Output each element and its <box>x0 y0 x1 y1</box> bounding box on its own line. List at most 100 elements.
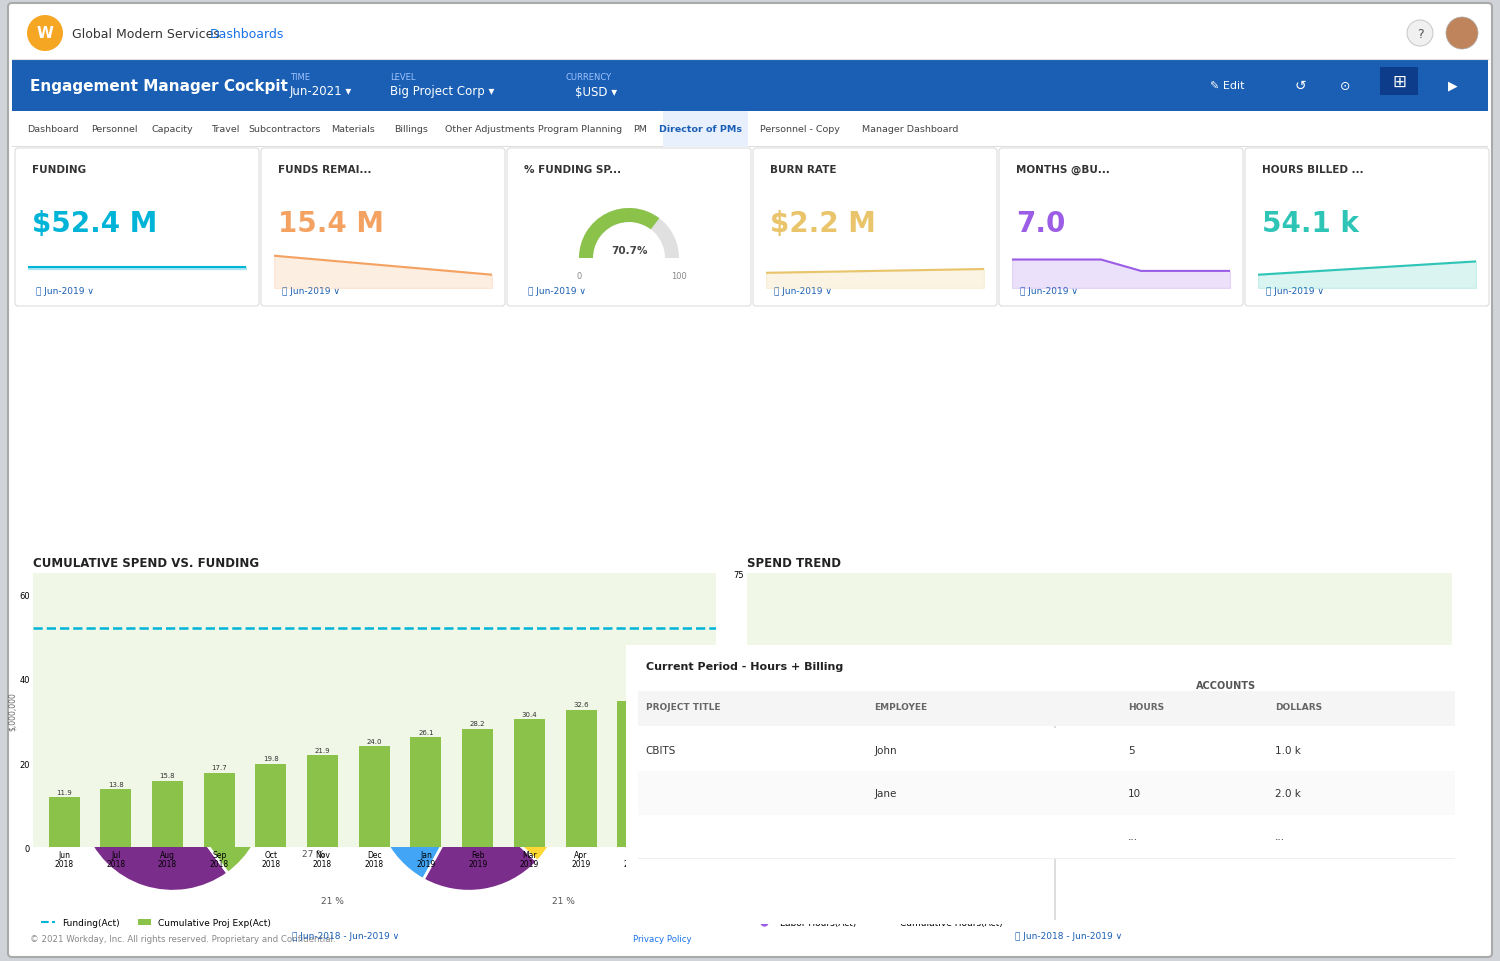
Text: 3 %: 3 % <box>246 707 264 717</box>
Bar <box>638 728 1455 772</box>
Text: ✎ Edit: ✎ Edit <box>1210 81 1245 91</box>
Text: Other Adjustments: Other Adjustments <box>446 125 536 135</box>
Text: ?: ? <box>1416 28 1424 40</box>
Text: 3.1: 3.1 <box>878 827 888 833</box>
Text: 21 %: 21 % <box>552 896 574 905</box>
Text: 2.0 k: 2.0 k <box>1275 788 1300 799</box>
Text: 3 %: 3 % <box>566 707 584 717</box>
Wedge shape <box>423 829 537 891</box>
Bar <box>152 781 183 848</box>
Text: PM: PM <box>633 125 646 135</box>
Text: 15.4 M: 15.4 M <box>278 209 384 237</box>
Text: ACCOUNTS: ACCOUNTS <box>1196 680 1256 691</box>
Text: CURRENCY: CURRENCY <box>566 73 610 83</box>
Text: HOURS: HOURS <box>1128 702 1164 711</box>
Text: Labor Hours by Employee: Labor Hours by Employee <box>340 662 490 673</box>
Bar <box>669 692 700 848</box>
Text: 37.0: 37.0 <box>676 683 693 689</box>
Text: ⊞: ⊞ <box>1392 73 1406 91</box>
Text: 2.9: 2.9 <box>1365 828 1376 834</box>
Y-axis label: $,000,000: $,000,000 <box>8 691 16 730</box>
Bar <box>12 111 1488 148</box>
Text: 19.8: 19.8 <box>262 755 279 762</box>
Text: 32.6: 32.6 <box>573 702 590 707</box>
Text: ⊙: ⊙ <box>1340 80 1350 92</box>
Text: ...: ... <box>1128 831 1138 841</box>
Text: 21 %: 21 % <box>310 691 334 701</box>
Bar <box>100 789 130 848</box>
Text: 3.1: 3.1 <box>932 827 942 833</box>
Text: 28.2: 28.2 <box>470 720 486 727</box>
Text: Privacy Policy: Privacy Policy <box>633 934 692 944</box>
Text: 26.1: 26.1 <box>419 729 434 735</box>
Text: © 2021 Workday, Inc. All rights reserved. Proprietary and Confidential.: © 2021 Workday, Inc. All rights reserved… <box>30 934 334 944</box>
Text: Billings: Billings <box>394 125 427 135</box>
Text: 📌 Jun-2019 ∨: 📌 Jun-2019 ∨ <box>1020 287 1078 296</box>
Bar <box>12 8 1488 60</box>
Text: 17.7: 17.7 <box>211 765 226 771</box>
Text: Materials: Materials <box>330 125 375 135</box>
Bar <box>12 147 1488 148</box>
Circle shape <box>1446 18 1478 50</box>
Text: 100: 100 <box>670 272 687 281</box>
Text: 6 %: 6 % <box>606 801 624 811</box>
Text: FUNDS REMAI...: FUNDS REMAI... <box>278 165 372 175</box>
Text: Director of PMs: Director of PMs <box>658 125 742 135</box>
Text: W: W <box>36 27 54 41</box>
Text: Personnel - Copy: Personnel - Copy <box>760 125 840 135</box>
Bar <box>1380 68 1417 96</box>
Legend: Labor Hours(Act), Cumulative Hours(Act): Labor Hours(Act), Cumulative Hours(Act) <box>752 915 1006 931</box>
Wedge shape <box>503 779 562 862</box>
Y-axis label: #,000: #,000 <box>722 699 730 723</box>
Text: CUMULATIVE SPEND VS. FUNDING: CUMULATIVE SPEND VS. FUNDING <box>33 556 260 570</box>
Wedge shape <box>200 732 267 874</box>
Text: FUNDING: FUNDING <box>32 165 86 175</box>
FancyBboxPatch shape <box>753 149 998 307</box>
Bar <box>566 710 597 848</box>
Text: 2.9: 2.9 <box>1311 828 1322 834</box>
Text: $USD ▾: $USD ▾ <box>574 86 616 98</box>
Text: ▶: ▶ <box>1448 80 1458 92</box>
Text: 3.0: 3.0 <box>1148 827 1160 834</box>
Text: 30.4: 30.4 <box>522 711 537 717</box>
Text: Subcontractors: Subcontractors <box>249 125 321 135</box>
Legend: Funding(Act), Cumulative Proj Exp(Act): Funding(Act), Cumulative Proj Exp(Act) <box>38 915 274 931</box>
Bar <box>638 815 1455 858</box>
Text: 2.9: 2.9 <box>1257 828 1268 834</box>
Text: Manager Dashboard: Manager Dashboard <box>862 125 958 135</box>
Bar <box>1054 726 1056 920</box>
Text: 📌 Jun-2019 ∨: 📌 Jun-2019 ∨ <box>1266 287 1324 296</box>
Text: 34.8: 34.8 <box>626 693 640 699</box>
Text: Global Modern Services: Global Modern Services <box>72 28 220 40</box>
Text: Capacity: Capacity <box>152 125 194 135</box>
Text: CBITS: CBITS <box>645 745 676 755</box>
Text: Labor Category Breakdown: Labor Category Breakdown <box>40 662 201 673</box>
Text: 📌 Jun-2018 - Jun-2019 ∨: 📌 Jun-2018 - Jun-2019 ∨ <box>1016 931 1122 940</box>
Text: Dashboards: Dashboards <box>210 28 285 40</box>
Text: Personnel: Personnel <box>92 125 138 135</box>
Wedge shape <box>182 704 242 765</box>
Wedge shape <box>375 774 446 879</box>
Text: 3.1: 3.1 <box>1094 827 1106 833</box>
Text: 21 %: 21 % <box>321 896 344 905</box>
FancyBboxPatch shape <box>507 149 752 307</box>
Text: 📌 Jun-2019 ∨: 📌 Jun-2019 ∨ <box>528 287 586 296</box>
Bar <box>204 773 234 848</box>
Wedge shape <box>579 209 680 259</box>
Bar <box>411 738 441 848</box>
Text: 📌 Jun-2019 ∨: 📌 Jun-2019 ∨ <box>282 287 340 296</box>
Text: 0: 0 <box>576 272 582 281</box>
Text: 5: 5 <box>1128 745 1134 755</box>
Circle shape <box>1407 21 1432 47</box>
Bar <box>618 701 648 848</box>
Text: 📌 Jun-2019 ∨: 📌 Jun-2019 ∨ <box>774 287 832 296</box>
Bar <box>514 720 544 848</box>
Bar <box>308 755 338 848</box>
Text: 13.8: 13.8 <box>108 781 123 787</box>
Text: HOURS BILLED ...: HOURS BILLED ... <box>1262 165 1364 175</box>
Bar <box>255 764 286 848</box>
Text: BURN RATE: BURN RATE <box>770 165 837 175</box>
Text: EMPLOYEE: EMPLOYEE <box>874 702 927 711</box>
Text: 24.0: 24.0 <box>366 738 382 744</box>
Text: 3.0: 3.0 <box>1203 827 1214 834</box>
